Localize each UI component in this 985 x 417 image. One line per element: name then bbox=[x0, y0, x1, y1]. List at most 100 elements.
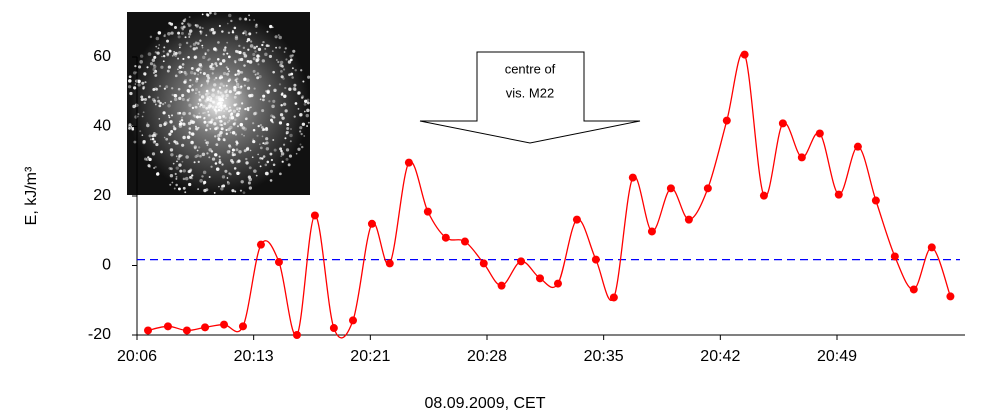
star bbox=[248, 106, 251, 109]
star bbox=[278, 121, 283, 125]
star bbox=[238, 50, 242, 55]
star bbox=[174, 74, 178, 78]
star bbox=[228, 116, 233, 120]
star bbox=[182, 169, 186, 173]
star bbox=[206, 144, 209, 147]
y-tick-label: 0 bbox=[102, 257, 111, 274]
star bbox=[268, 100, 271, 103]
star bbox=[239, 189, 243, 192]
star bbox=[246, 78, 250, 82]
star bbox=[180, 154, 183, 157]
star bbox=[168, 114, 170, 117]
star bbox=[289, 54, 293, 58]
star bbox=[157, 47, 160, 50]
star bbox=[221, 94, 225, 98]
star bbox=[224, 90, 228, 94]
star bbox=[167, 32, 171, 36]
star bbox=[225, 93, 229, 98]
star bbox=[194, 41, 198, 44]
star bbox=[280, 155, 283, 157]
star bbox=[236, 91, 239, 95]
star bbox=[202, 170, 207, 175]
star bbox=[285, 58, 288, 61]
star bbox=[196, 41, 200, 46]
star bbox=[169, 183, 172, 186]
star bbox=[197, 42, 200, 45]
star bbox=[252, 138, 255, 141]
star bbox=[279, 113, 284, 117]
star bbox=[199, 30, 202, 33]
star bbox=[179, 120, 181, 123]
star bbox=[234, 133, 238, 136]
star bbox=[183, 70, 187, 74]
data-point bbox=[163, 322, 172, 331]
star bbox=[271, 26, 274, 29]
star bbox=[211, 157, 216, 161]
star bbox=[182, 25, 186, 29]
star bbox=[161, 102, 165, 106]
star bbox=[235, 103, 238, 106]
star bbox=[163, 34, 166, 38]
star bbox=[233, 88, 237, 92]
star bbox=[299, 126, 303, 130]
star bbox=[221, 30, 224, 33]
star bbox=[272, 163, 276, 167]
star bbox=[214, 105, 218, 109]
star bbox=[169, 120, 173, 124]
star bbox=[194, 24, 197, 27]
star bbox=[197, 160, 200, 163]
star bbox=[170, 167, 173, 171]
star bbox=[168, 49, 172, 53]
star bbox=[203, 111, 206, 114]
star bbox=[183, 80, 187, 84]
x-tick-label: 20:28 bbox=[467, 348, 507, 365]
star bbox=[181, 28, 185, 31]
star bbox=[156, 96, 160, 99]
star bbox=[262, 155, 266, 158]
star bbox=[147, 95, 151, 99]
star bbox=[244, 107, 247, 111]
star bbox=[170, 100, 172, 103]
star bbox=[195, 77, 199, 81]
star bbox=[191, 83, 194, 86]
star bbox=[142, 85, 146, 89]
star bbox=[228, 119, 231, 122]
star bbox=[139, 54, 144, 58]
star bbox=[149, 35, 153, 39]
star bbox=[220, 101, 224, 105]
star bbox=[191, 88, 194, 92]
star bbox=[233, 167, 237, 170]
star bbox=[253, 46, 257, 50]
star bbox=[173, 94, 178, 98]
star bbox=[218, 160, 222, 164]
star bbox=[198, 98, 201, 101]
x-tick-label: 20:49 bbox=[817, 348, 857, 365]
star bbox=[218, 105, 221, 108]
star bbox=[261, 109, 265, 113]
star bbox=[217, 108, 221, 112]
star bbox=[274, 35, 278, 39]
star bbox=[243, 30, 247, 34]
star bbox=[236, 160, 239, 164]
star bbox=[226, 52, 229, 55]
star bbox=[235, 148, 239, 152]
star bbox=[269, 152, 273, 156]
star bbox=[173, 187, 176, 190]
star bbox=[303, 110, 306, 113]
star bbox=[268, 54, 273, 59]
star bbox=[158, 85, 162, 88]
star bbox=[230, 116, 235, 120]
star bbox=[171, 54, 174, 57]
star bbox=[282, 102, 287, 106]
star bbox=[218, 158, 221, 162]
star bbox=[194, 125, 197, 128]
star bbox=[217, 91, 220, 95]
star bbox=[156, 51, 160, 55]
star bbox=[189, 45, 192, 48]
data-point bbox=[367, 219, 376, 228]
star bbox=[299, 130, 302, 133]
y-axis-label: E, kJ/m³ bbox=[23, 166, 40, 225]
star bbox=[216, 58, 220, 61]
star bbox=[206, 74, 210, 78]
star bbox=[179, 122, 183, 125]
